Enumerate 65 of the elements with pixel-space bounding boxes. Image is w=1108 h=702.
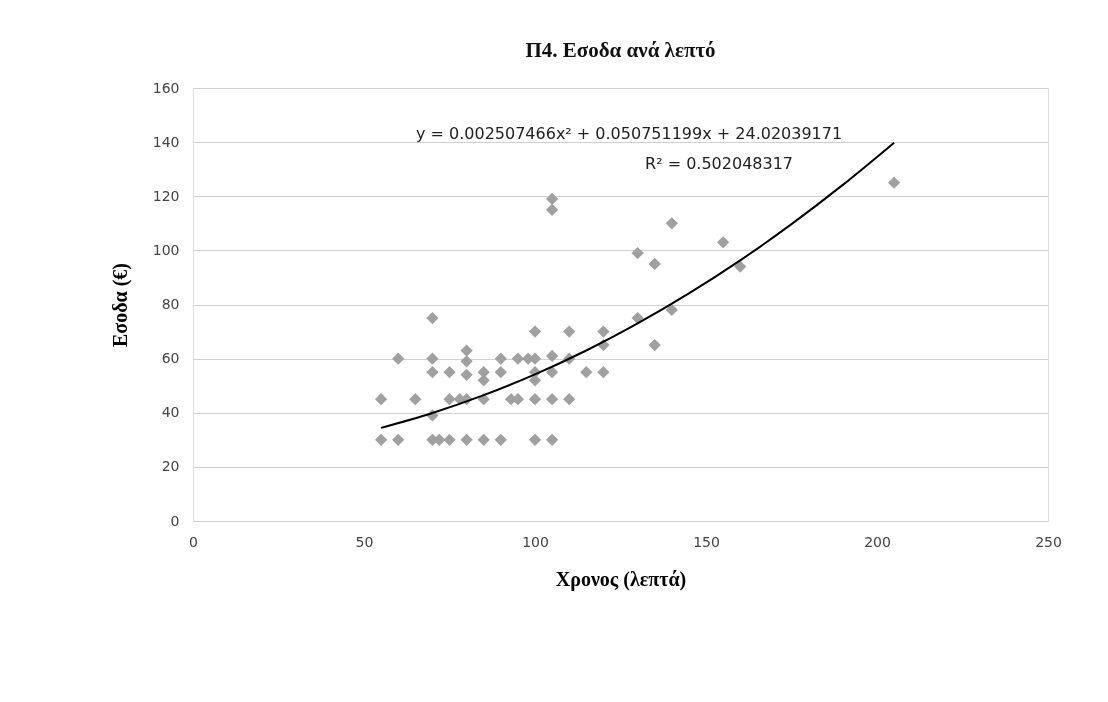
point: [494, 352, 507, 365]
point: [443, 433, 456, 446]
y-tick-label: 160: [152, 79, 180, 96]
annotation: R² = 0.502048317: [645, 154, 794, 173]
x-tick-label: 150: [693, 533, 720, 550]
point: [426, 366, 439, 379]
point: [494, 433, 507, 446]
y-tick-label: 20: [161, 458, 180, 475]
point: [426, 311, 439, 325]
point: [545, 349, 559, 363]
point: [374, 393, 388, 406]
point: [460, 433, 473, 446]
y-tick-label: 140: [152, 133, 180, 150]
point: [545, 366, 559, 379]
point: [494, 366, 507, 379]
point: [460, 355, 473, 368]
chart-title: Π4. Εσοδα ανά λεπτό: [525, 38, 716, 62]
point: [665, 303, 678, 317]
point: [392, 433, 405, 446]
y-tick-label: 40: [161, 404, 180, 421]
point: [511, 352, 525, 365]
point: [545, 192, 559, 206]
point: [528, 433, 542, 446]
x-tick-label: 200: [864, 533, 891, 550]
x-tick-label: 50: [355, 533, 374, 550]
x-axis-title: Χρονος (λεπτά): [555, 567, 687, 591]
x-tick-label: 0: [189, 533, 198, 550]
annotation: y = 0.002507466x² + 0.050751199x + 24.02039171: [415, 124, 843, 143]
point: [392, 352, 405, 365]
point: [631, 311, 644, 325]
point: [374, 433, 388, 446]
point: [887, 176, 901, 189]
point: [460, 344, 473, 357]
y-axis-title: Εσοδα (€): [108, 262, 132, 348]
point: [528, 393, 542, 406]
y-tick-label: 0: [170, 512, 180, 529]
point: [648, 338, 661, 352]
point: [563, 393, 576, 406]
point: [545, 393, 559, 406]
point: [665, 217, 678, 230]
y-tick-label: 80: [161, 296, 180, 312]
point: [460, 368, 473, 381]
point: [443, 366, 456, 379]
y-tick-label: 60: [161, 350, 180, 367]
y-tick-label: 120: [152, 187, 180, 204]
line-series: [380, 141, 896, 429]
point: [528, 374, 542, 387]
point: [631, 246, 644, 260]
point: [734, 260, 747, 273]
point: [563, 325, 576, 338]
point: [597, 325, 610, 338]
point: [477, 433, 490, 446]
point: [545, 433, 559, 446]
point: [409, 393, 422, 406]
point: [716, 236, 730, 249]
x-tick-label: 250: [1035, 533, 1062, 550]
x-tick-label: 100: [522, 533, 549, 550]
y-tick-label: 100: [152, 241, 180, 258]
point: [648, 257, 661, 271]
point: [580, 366, 593, 379]
point: [597, 366, 610, 379]
point: [528, 325, 542, 338]
point: [545, 203, 559, 216]
point: [443, 393, 456, 406]
point: [426, 352, 439, 365]
